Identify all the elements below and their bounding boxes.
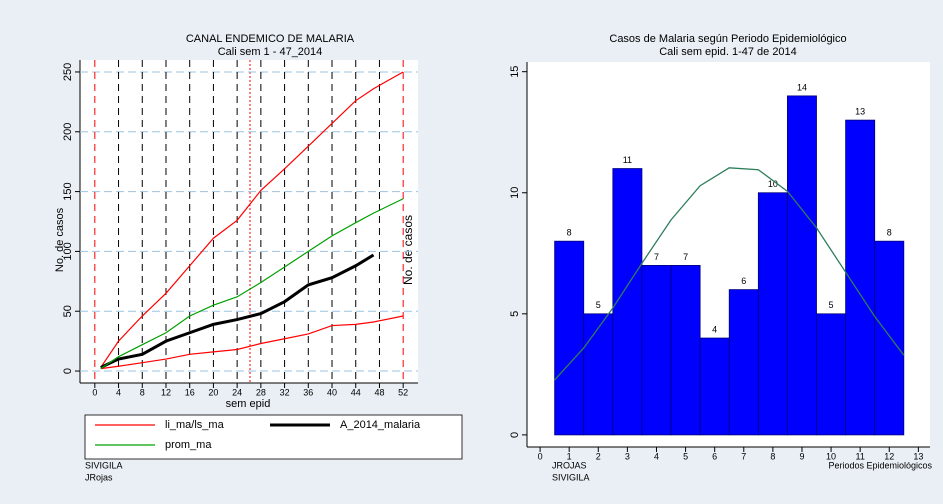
chart-subtitle: Cali sem epid. 1-47 de 2014 xyxy=(659,46,797,58)
chart-subtitle: Cali sem 1 - 47_2014 xyxy=(218,46,323,58)
bar-label: 10 xyxy=(768,179,778,189)
y-tick-label: 5 xyxy=(509,311,521,317)
legend-label: li_ma/ls_ma xyxy=(165,419,225,431)
y-tick-label: 0 xyxy=(62,368,74,374)
x-tick-label: 2 xyxy=(596,451,601,461)
x-tick-label: 8 xyxy=(140,387,145,397)
x-tick-label: 4 xyxy=(654,451,659,461)
x-tick-label: 40 xyxy=(327,387,337,397)
x-tick-label: 10 xyxy=(826,451,836,461)
bar xyxy=(787,95,817,436)
bar xyxy=(816,313,847,436)
footer: SIVIGILA xyxy=(552,472,590,482)
x-tick-label: 32 xyxy=(280,387,290,397)
y-tick-label: 0 xyxy=(509,432,521,438)
bar xyxy=(757,192,788,436)
y-tick-label: 250 xyxy=(62,63,74,81)
bar xyxy=(554,240,585,436)
bar-label: 8 xyxy=(567,228,572,238)
legend-label: prom_ma xyxy=(165,439,212,451)
chart-title: Casos de Malaria según Periodo Epidemiol… xyxy=(609,33,846,45)
bar xyxy=(728,289,759,436)
x-tick-label: 48 xyxy=(374,387,384,397)
x-tick-label: 13 xyxy=(913,451,923,461)
x-tick-label: 1 xyxy=(567,451,572,461)
footer: SIVIGILA xyxy=(85,460,123,470)
legend xyxy=(84,414,463,460)
x-tick-label: 8 xyxy=(770,451,775,461)
y-tick-label: 150 xyxy=(62,182,74,200)
y-axis-label: No. de casos xyxy=(401,215,415,285)
bar xyxy=(699,337,730,436)
x-tick-label: 20 xyxy=(208,387,218,397)
footer: JRojas xyxy=(85,472,113,482)
x-tick-label: 52 xyxy=(398,387,408,397)
chart-title: CANAL ENDEMICO DE MALARIA xyxy=(186,33,355,45)
x-tick-label: 6 xyxy=(712,451,717,461)
x-tick-label: 24 xyxy=(232,387,242,397)
x-tick-label: 5 xyxy=(683,451,688,461)
bar-label: 7 xyxy=(683,252,688,262)
x-tick-label: 7 xyxy=(741,451,746,461)
y-tick-label: 100 xyxy=(62,242,74,260)
bar xyxy=(583,313,614,436)
x-tick-label: 11 xyxy=(855,451,864,461)
x-tick-label: 4 xyxy=(116,387,121,397)
bar xyxy=(641,264,672,436)
series-line xyxy=(100,253,375,369)
series-line xyxy=(100,315,404,370)
x-tick-label: 9 xyxy=(799,451,804,461)
bar xyxy=(845,119,876,436)
series-line xyxy=(100,71,404,368)
plot-area xyxy=(80,60,418,383)
x-tick-label: 16 xyxy=(185,387,195,397)
x-tick-label: 12 xyxy=(161,387,171,397)
bar-label: 5 xyxy=(596,300,601,310)
legend-label: A_2014_malaria xyxy=(340,419,421,431)
bar-label: 6 xyxy=(741,276,746,286)
y-tick-label: 10 xyxy=(509,187,521,199)
footer: JROJAS xyxy=(552,460,587,470)
bar xyxy=(670,264,701,436)
x-tick-label: 0 xyxy=(538,451,543,461)
y-axis-label: No. de casos xyxy=(54,207,66,272)
bar-label: 14 xyxy=(797,82,807,92)
bar-label: 13 xyxy=(855,106,865,116)
bar-label: 7 xyxy=(654,252,659,262)
x-tick-label: 0 xyxy=(92,387,97,397)
x-tick-label: 12 xyxy=(884,451,894,461)
bar xyxy=(874,240,905,436)
y-tick-label: 200 xyxy=(62,123,74,141)
density-curve xyxy=(554,167,905,381)
y-tick-label: 50 xyxy=(62,305,74,317)
bar-label: 8 xyxy=(887,228,892,238)
series-line xyxy=(100,198,404,370)
x-axis-label: sem epid xyxy=(226,398,271,410)
x-tick-label: 28 xyxy=(256,387,266,397)
bar-label: 5 xyxy=(829,300,834,310)
bar-label: 4 xyxy=(712,324,717,334)
bar-label: 11 xyxy=(623,155,632,165)
y-tick-label: 15 xyxy=(509,66,521,78)
x-tick-label: 3 xyxy=(625,451,630,461)
x-axis-label: Periodos Epidemiológicos xyxy=(828,460,932,470)
x-tick-label: 44 xyxy=(351,387,361,397)
x-tick-label: 36 xyxy=(303,387,313,397)
